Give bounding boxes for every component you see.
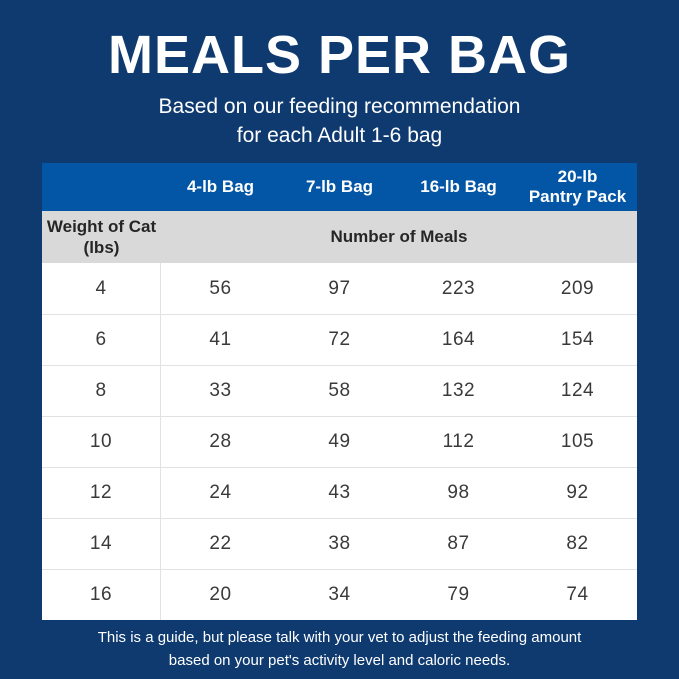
meals-cell: 132: [441, 380, 476, 401]
meals-cell: 43: [328, 482, 351, 503]
meals-cell: 98: [447, 482, 470, 503]
meals-cell: 105: [560, 431, 595, 452]
number-of-meals-header: Number of Meals: [330, 227, 468, 247]
meals-cell: 74: [566, 584, 589, 605]
subtitle-line-2: for each Adult 1-6 bag: [236, 124, 443, 147]
header-cell-16lb-bag: 16-lb Bag: [420, 176, 497, 196]
footer-line-2: based on your pet's activity level and c…: [168, 652, 511, 669]
weight-cell: 8: [42, 366, 161, 416]
meals-cell: 56: [209, 277, 232, 299]
table-subheader-row: Weight of Cat (lbs) Number of Meals: [42, 211, 637, 263]
meals-cell: 34: [328, 584, 351, 605]
table-row: 10 28 49 112 105: [42, 416, 637, 467]
meals-cell: 97: [328, 277, 351, 299]
page-title: MEALS PER BAG: [107, 25, 572, 85]
table-row: 16 20 34 79 74: [42, 569, 637, 620]
header-cell-4lb-bag: 4-lb Bag: [186, 176, 255, 196]
meals-cell: 79: [447, 584, 470, 605]
meals-cell: 28: [209, 431, 232, 452]
table-row: 6 41 72 164 154: [42, 314, 637, 365]
header-cell-7lb-bag: 7-lb Bag: [305, 176, 374, 196]
meals-cell: 20: [209, 584, 232, 605]
meals-cell: 223: [441, 277, 476, 299]
header-cell-20lb-pantry-pack: 20-lb Pantry Pack: [528, 166, 627, 206]
meals-cell: 49: [328, 431, 351, 452]
meals-cell: 154: [560, 329, 595, 350]
header-cell-empty: [42, 163, 161, 211]
weight-cell: 4: [42, 263, 161, 314]
table-row: 14 22 38 87 82: [42, 518, 637, 569]
table-row: 8 33 58 132 124: [42, 365, 637, 416]
meals-cell: 164: [441, 329, 476, 350]
subtitle: Based on our feeding recommendation for …: [0, 92, 679, 150]
meals-cell: 38: [328, 533, 351, 554]
meals-cell: 72: [328, 329, 351, 350]
meals-cell: 58: [328, 380, 351, 401]
meals-cell: 82: [566, 533, 589, 554]
table-header-row: 4-lb Bag 7-lb Bag 16-lb Bag 20-lb Pantry…: [42, 163, 637, 211]
weight-of-cat-header: Weight of Cat (lbs): [46, 216, 157, 257]
meals-cell: 22: [209, 533, 232, 554]
meals-cell: 41: [209, 329, 232, 350]
weight-cell: 10: [42, 417, 161, 467]
meals-cell: 124: [560, 380, 595, 401]
subtitle-line-1: Based on our feeding recommendation: [158, 95, 521, 118]
meals-cell: 92: [566, 482, 589, 503]
footer-note: This is a guide, but please talk with yo…: [0, 626, 679, 672]
weight-cell: 6: [42, 315, 161, 365]
weight-cell: 14: [42, 519, 161, 569]
meals-cell: 87: [447, 533, 470, 554]
meals-cell: 33: [209, 380, 232, 401]
table-row: 4 56 97 223 209: [42, 263, 637, 314]
weight-cell: 16: [42, 570, 161, 620]
weight-cell: 12: [42, 468, 161, 518]
meals-cell: 209: [560, 277, 595, 299]
meals-cell: 24: [209, 482, 232, 503]
table-row: 12 24 43 98 92: [42, 467, 637, 518]
meals-table: 4-lb Bag 7-lb Bag 16-lb Bag 20-lb Pantry…: [42, 163, 637, 620]
meals-cell: 112: [442, 431, 475, 452]
footer-line-1: This is a guide, but please talk with yo…: [97, 629, 582, 646]
